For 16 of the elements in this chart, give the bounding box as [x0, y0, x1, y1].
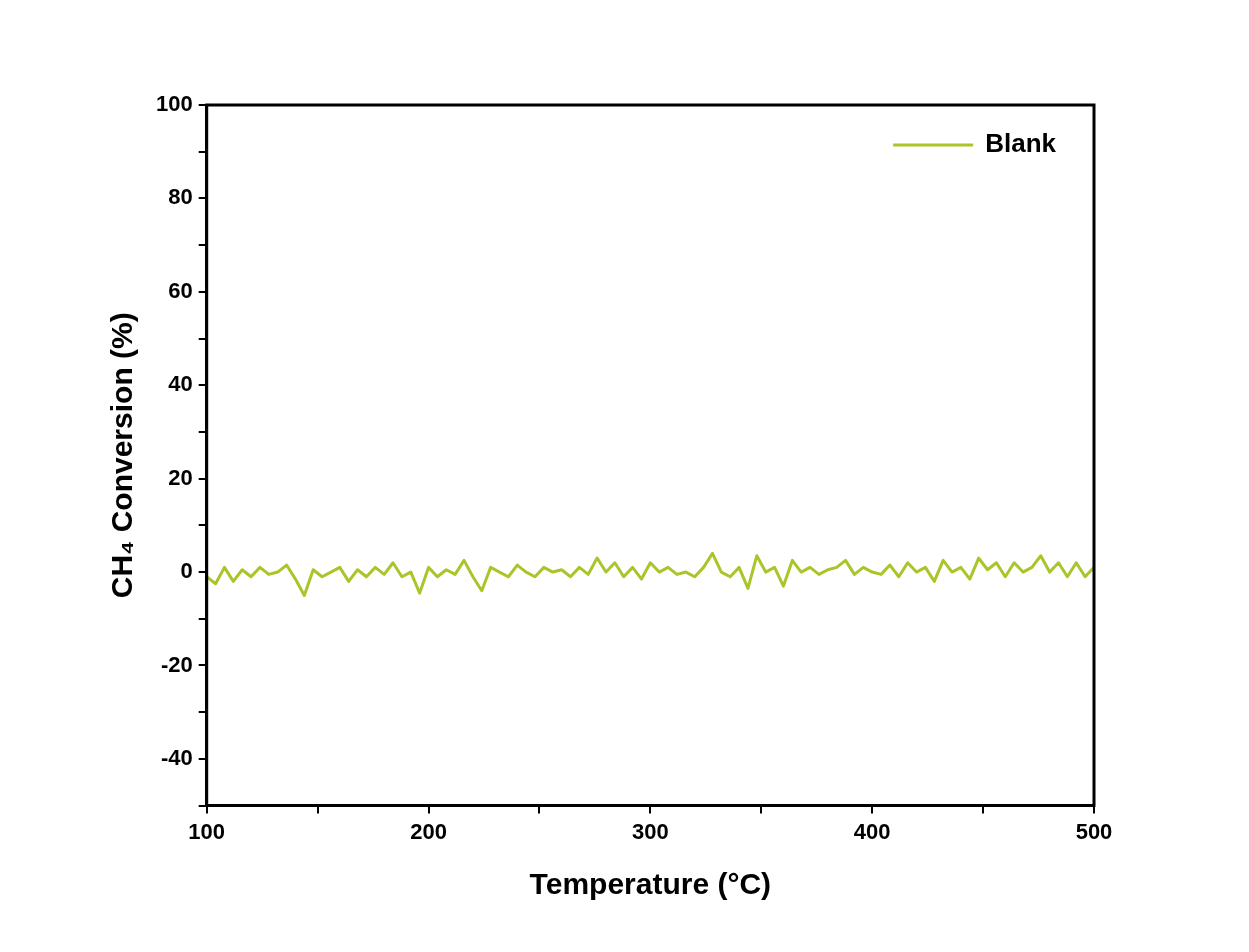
y-tick-label: 0 — [180, 558, 193, 584]
x-tick-label: 100 — [188, 818, 226, 844]
y-tick-label: -20 — [160, 651, 193, 677]
y-tick-label: -40 — [160, 744, 193, 770]
x-tick-label: 400 — [853, 818, 891, 844]
y-axis-title: CH₄ Conversion (%) — [105, 312, 139, 599]
y-tick-label: 80 — [168, 184, 193, 210]
x-tick-label: 200 — [410, 818, 447, 844]
y-tick-label: 20 — [168, 464, 193, 490]
y-tick-label: 40 — [168, 371, 193, 397]
x-axis-title: Temperature (°C) — [529, 867, 772, 901]
x-tick-label: 500 — [1075, 818, 1113, 844]
y-tick-label: 60 — [168, 277, 193, 303]
legend-label: Blank — [985, 128, 1057, 159]
y-tick-label: 100 — [155, 91, 193, 117]
x-tick-label: 300 — [631, 818, 669, 844]
